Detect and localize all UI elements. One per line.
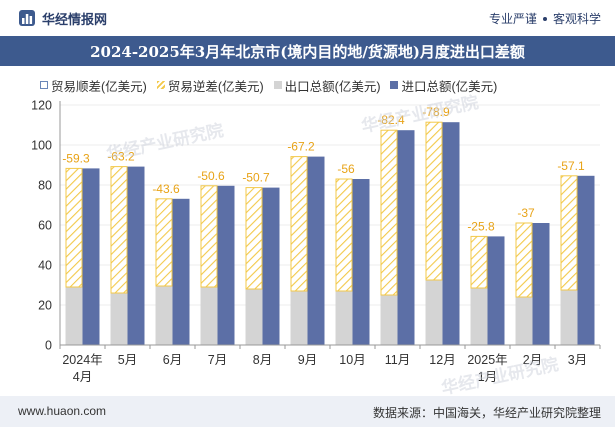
x-tick-label: 2024年 (62, 353, 102, 367)
deficit-value-label: -56 (337, 162, 355, 176)
import-bar[interactable] (532, 223, 550, 345)
deficit-bar[interactable] (560, 175, 578, 291)
legend-item-surplus[interactable]: 贸易顺差(亿美元) (40, 76, 147, 95)
tag-objective: 客观科学 (552, 12, 601, 26)
x-tick-label: 2025年 (467, 353, 507, 367)
y-tick-label: 40 (38, 259, 52, 273)
export-bar[interactable] (65, 287, 83, 345)
import-bar[interactable] (487, 236, 505, 345)
deficit-value-label: -25.8 (467, 219, 495, 233)
x-tick-label-line2: 1月 (478, 370, 497, 384)
deficit-bar[interactable] (110, 166, 128, 294)
x-tick-label: 8月 (253, 353, 272, 367)
deficit-value-label: -59.3 (62, 151, 90, 165)
export-bar[interactable] (560, 290, 578, 345)
x-tick-label: 10月 (339, 353, 365, 367)
tag-professional: 专业严谨 (488, 12, 537, 26)
deficit-bar[interactable] (65, 167, 83, 288)
chart-plot: -59.3 -63.2 -43.6 -50.6 -50.7 -67.2 -56 -82.4 -7… (31, 99, 601, 384)
brand[interactable]: 华经情报网 (18, 8, 107, 28)
deficit-bar[interactable] (245, 187, 263, 290)
x-tick-label: 7月 (208, 353, 227, 367)
deficit-bar[interactable] (335, 178, 353, 292)
export-bar[interactable] (245, 289, 263, 345)
deficit-bar[interactable] (200, 185, 218, 288)
brand-name: 华经情报网 (42, 11, 108, 27)
y-tick-label: 80 (38, 179, 52, 193)
import-bar[interactable] (577, 175, 595, 345)
y-tick-label: 60 (38, 219, 52, 233)
import-bar[interactable] (352, 179, 370, 345)
deficit-value-label: -37 (517, 206, 535, 220)
legend-swatch-export (273, 81, 282, 89)
legend-label-import: 进口总额(亿美元) (401, 79, 498, 94)
y-tick-label: 20 (38, 299, 52, 313)
deficit-value-label: -63.2 (107, 150, 135, 164)
legend-item-export[interactable]: 出口总额(亿美元) (273, 76, 381, 95)
footer: www.huaon.com 数据来源：中国海关，华经产业研究院整理 (0, 396, 615, 427)
export-bar[interactable] (200, 287, 218, 345)
deficit-value-label: -50.6 (197, 169, 225, 183)
deficit-bar[interactable] (425, 121, 443, 281)
import-bar[interactable] (172, 198, 190, 345)
export-bar[interactable] (110, 293, 128, 345)
deficit-bar[interactable] (380, 129, 398, 296)
footer-site-link[interactable]: www.huaon.com (18, 404, 107, 418)
import-bar[interactable] (127, 166, 145, 345)
x-tick-label: 9月 (298, 353, 317, 367)
x-tick-label: 11月 (385, 353, 410, 367)
deficit-value-label: -78.9 (422, 105, 450, 119)
chart-title: 2024-2025年3月年北京市(境内目的地/货源地)月度进出口差额 (90, 42, 525, 61)
deficit-bar[interactable] (515, 222, 533, 298)
legend-swatch-surplus (40, 81, 48, 89)
x-tick-label: 6月 (163, 353, 182, 367)
y-tick-label: 100 (31, 139, 52, 153)
deficit-bar[interactable] (155, 198, 173, 287)
y-tick-label: 120 (31, 99, 52, 113)
import-bar[interactable] (442, 122, 460, 345)
deficit-value-label: -82.4 (377, 113, 405, 127)
deficit-value-label: -50.7 (242, 171, 270, 185)
y-tick-label: 0 (45, 339, 52, 353)
import-bar[interactable] (307, 156, 325, 345)
export-bar[interactable] (290, 291, 308, 345)
import-bar[interactable] (397, 130, 415, 345)
legend-item-deficit[interactable]: 贸易逆差(亿美元) (156, 76, 264, 95)
x-tick-label: 5月 (118, 353, 137, 367)
deficit-value-label: -67.2 (287, 140, 315, 154)
legend-label-export: 出口总额(亿美元) (284, 79, 381, 94)
deficit-value-label: -57.1 (557, 159, 585, 173)
legend-swatch-deficit (156, 81, 165, 89)
export-bar[interactable] (335, 291, 353, 345)
chart-legend: 贸易顺差(亿美元) 贸易逆差(亿美元) 出口总额(亿美元) 进口总额(亿美元) (40, 76, 497, 94)
legend-item-import[interactable]: 进口总额(亿美元) (390, 76, 497, 95)
export-bar[interactable] (380, 295, 398, 345)
top-bar: 华经情报网 专业严谨 客观科学 (0, 0, 615, 36)
footer-source: 数据来源：中国海关，华经产业研究院整理 (372, 406, 601, 420)
import-bar[interactable] (82, 168, 100, 345)
x-tick-label: 3月 (568, 353, 587, 367)
export-bar[interactable] (470, 288, 488, 345)
deficit-bar[interactable] (290, 156, 308, 292)
export-bar[interactable] (155, 286, 173, 345)
tag-separator-icon (542, 16, 547, 21)
x-tick-label: 2月 (523, 353, 542, 367)
x-tick-label: 12月 (429, 353, 455, 367)
legend-swatch-import (390, 81, 399, 89)
deficit-bar[interactable] (470, 235, 488, 289)
x-tick-label-line2: 4月 (73, 370, 92, 384)
brand-logo-icon (19, 10, 35, 26)
import-bar[interactable] (262, 187, 280, 345)
export-bar[interactable] (425, 280, 443, 345)
chart-title-bar: 2024-2025年3月年北京市(境内目的地/货源地)月度进出口差额 (0, 36, 615, 66)
legend-label-surplus: 贸易顺差(亿美元) (51, 79, 147, 94)
import-bar[interactable] (217, 185, 235, 345)
header-tags: 专业严谨 客观科学 (489, 10, 601, 27)
legend-label-deficit: 贸易逆差(亿美元) (167, 79, 264, 94)
export-bar[interactable] (515, 297, 533, 345)
deficit-value-label: -43.6 (152, 182, 180, 196)
